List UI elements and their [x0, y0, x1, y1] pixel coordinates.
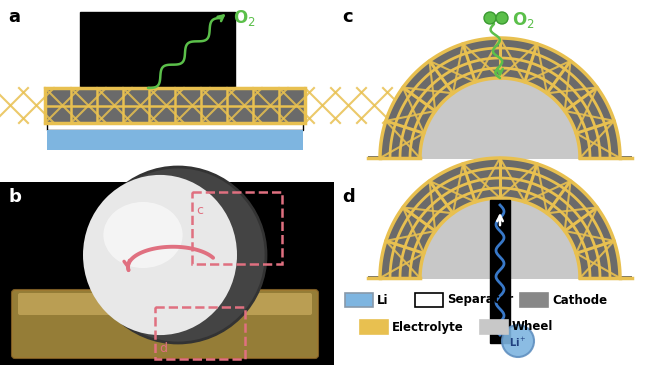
Circle shape	[496, 12, 508, 24]
Bar	[368, 276, 380, 280]
Polygon shape	[380, 38, 620, 158]
Bar	[480, 320, 508, 334]
Polygon shape	[380, 158, 620, 278]
Text: Cathode: Cathode	[552, 293, 607, 307]
Bar	[80, 12, 235, 92]
Bar	[192, 192, 282, 264]
Bar	[0, 182, 334, 365]
Bar	[620, 276, 632, 280]
Bar	[45, 88, 305, 123]
Text: O$_2$: O$_2$	[233, 8, 256, 28]
Bar	[490, 200, 510, 343]
Ellipse shape	[104, 202, 182, 268]
Bar	[620, 156, 632, 160]
Bar	[155, 307, 245, 359]
Bar	[47, 130, 303, 150]
Bar	[415, 293, 443, 307]
Ellipse shape	[90, 167, 266, 343]
Text: Wheel: Wheel	[512, 320, 553, 334]
Bar	[45, 88, 305, 123]
Text: b: b	[8, 188, 21, 206]
Text: c: c	[342, 8, 353, 26]
Bar	[520, 293, 548, 307]
Bar	[47, 123, 303, 130]
Ellipse shape	[83, 175, 237, 335]
Text: O$_2$: O$_2$	[512, 10, 534, 30]
FancyBboxPatch shape	[12, 290, 318, 358]
Polygon shape	[420, 198, 580, 278]
Circle shape	[502, 325, 534, 357]
Bar	[360, 320, 388, 334]
Text: d: d	[342, 188, 355, 206]
Text: c: c	[196, 204, 203, 217]
Bar	[345, 293, 373, 307]
Circle shape	[484, 12, 496, 24]
Bar	[368, 156, 380, 160]
Text: Li: Li	[377, 293, 389, 307]
Text: d: d	[159, 342, 167, 355]
Text: Li$^+$: Li$^+$	[509, 335, 527, 349]
Text: Electrolyte: Electrolyte	[392, 320, 464, 334]
Text: a: a	[8, 8, 20, 26]
Text: Separator: Separator	[447, 293, 513, 307]
FancyBboxPatch shape	[18, 293, 312, 315]
Polygon shape	[420, 78, 580, 158]
